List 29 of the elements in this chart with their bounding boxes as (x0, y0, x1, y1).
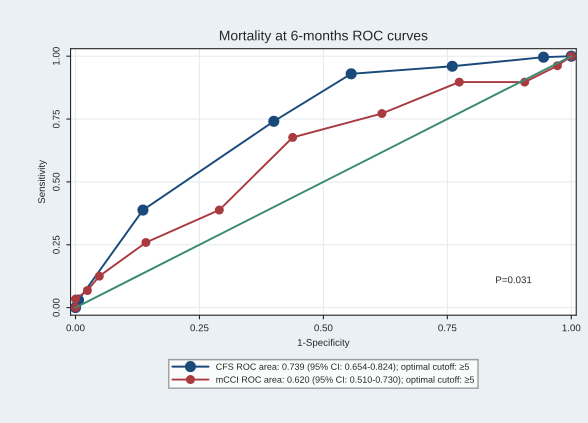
x-tick-label: 0.00 (66, 324, 85, 332)
point (288, 132, 298, 142)
point (346, 68, 357, 80)
point (141, 238, 150, 247)
point (454, 78, 464, 87)
y-tick-label: 0.00 (52, 298, 60, 317)
legend-label: mCCI ROC area: 0.620 (95% CI: 0.510-0.730); optimal cutoff: ≥5 (216, 376, 474, 385)
y-axis-title: Sensitivity (38, 160, 47, 204)
x-tick-label: 1.00 (562, 324, 580, 332)
y-tick-label: 0.50 (52, 172, 60, 191)
point (268, 116, 280, 127)
point (82, 286, 92, 296)
legend-label: CFS ROC area: 0.739 (95% CI: 0.654-0.824); optimal cutoff: ≥5 (216, 363, 470, 372)
point (137, 204, 148, 216)
chart-title: Mortality at 6-months ROC curves (220, 30, 428, 44)
y-tick-label: 1.00 (52, 47, 60, 65)
y-tick-label: 0.25 (52, 236, 60, 254)
y-tick-label: 0.75 (52, 110, 60, 128)
x-tick-label: 0.25 (190, 324, 209, 332)
point (94, 272, 104, 281)
point (538, 52, 550, 63)
x-tick-label: 0.75 (438, 324, 456, 332)
point (214, 206, 224, 215)
x-tick-label: 0.50 (314, 324, 332, 332)
point (71, 294, 80, 304)
point (377, 108, 386, 118)
point (446, 60, 458, 72)
annotation: P=0.031 (496, 276, 532, 284)
x-axis-title: 1-Specificity (298, 338, 350, 348)
